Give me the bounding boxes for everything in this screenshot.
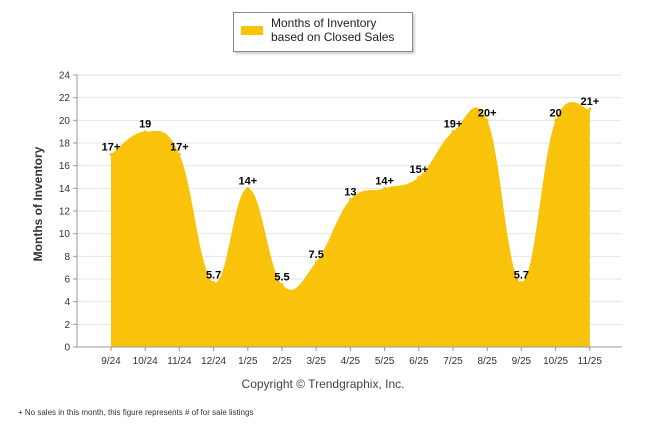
data-label: 17+ — [102, 141, 121, 153]
data-point — [109, 152, 113, 156]
x-tick-label: 8/25 — [477, 356, 497, 367]
data-label: 14+ — [238, 175, 257, 187]
data-point — [177, 152, 181, 156]
x-tick-label: 3/25 — [306, 356, 326, 367]
y-tick-label: 6 — [64, 275, 70, 286]
x-tick-label: 4/25 — [341, 356, 361, 367]
data-label: 19 — [139, 119, 151, 131]
data-label: 17+ — [170, 141, 189, 153]
y-tick-label: 18 — [59, 139, 71, 150]
x-tick-label: 6/25 — [409, 356, 429, 367]
data-label: 19+ — [444, 119, 463, 131]
area-series — [111, 102, 590, 347]
data-point — [143, 130, 147, 134]
x-tick-label: 9/25 — [512, 356, 532, 367]
data-labels: 17+ 19 17+ 5.7 14+ 5.5 7.5 13 14+ 15+ 19+ 20+ 5.7 20 2… — [102, 96, 599, 287]
y-tick-label: 16 — [59, 161, 71, 172]
data-point — [314, 260, 318, 264]
y-tick-label: 12 — [59, 207, 71, 218]
data-point — [519, 280, 523, 284]
y-tick-label: 20 — [59, 116, 71, 127]
data-label: 5.7 — [514, 269, 529, 281]
data-point — [383, 186, 387, 190]
data-label: 20+ — [478, 107, 497, 119]
y-tick-label: 14 — [59, 184, 71, 195]
area-fill — [111, 102, 590, 347]
x-tick-label: 5/25 — [375, 356, 395, 367]
data-label: 5.7 — [206, 269, 221, 281]
data-point — [246, 186, 250, 190]
copyright-text: Copyright © Trendgraphix, Inc. — [241, 377, 405, 391]
x-tick-label: 9/24 — [101, 356, 121, 367]
data-point — [588, 107, 592, 111]
x-tick-label: 10/25 — [543, 356, 568, 367]
data-point — [348, 198, 352, 202]
data-label: 14+ — [375, 175, 394, 187]
x-tick-label: 1/25 — [238, 356, 258, 367]
y-tick-label: 0 — [64, 343, 70, 354]
y-tick-label: 8 — [64, 252, 70, 263]
legend-label: Months of Inventory based on Closed Sale… — [271, 16, 395, 44]
data-label: 5.5 — [274, 272, 289, 284]
footnote: + No sales in this month, this figure re… — [18, 408, 254, 417]
data-label: 13 — [344, 187, 356, 199]
data-label: 15+ — [409, 164, 428, 176]
data-point — [212, 280, 216, 284]
data-label: 21+ — [580, 96, 599, 108]
x-tick-label: 2/25 — [272, 356, 292, 367]
data-point — [417, 175, 421, 179]
data-point — [280, 283, 284, 287]
legend: Months of Inventory based on Closed Sale… — [233, 12, 413, 52]
x-tick-label: 11/25 — [578, 356, 603, 367]
x-tick-label: 11/24 — [167, 356, 192, 367]
x-tick-label: 7/25 — [443, 356, 463, 367]
y-tick-label: 10 — [59, 229, 71, 240]
y-tick-label: 22 — [59, 93, 71, 104]
data-point — [554, 118, 558, 122]
data-label: 20 — [549, 107, 561, 119]
y-axis-title: Months of Inventory — [31, 146, 45, 261]
data-label: 7.5 — [309, 249, 324, 261]
y-tick-label: 24 — [59, 71, 71, 82]
data-point — [451, 130, 455, 134]
x-tick-label: 12/24 — [201, 356, 226, 367]
legend-swatch — [241, 26, 263, 35]
y-tick-label: 4 — [64, 297, 70, 308]
data-point — [485, 118, 489, 122]
y-tick-label: 2 — [64, 320, 70, 331]
x-tick-label: 10/24 — [133, 356, 158, 367]
